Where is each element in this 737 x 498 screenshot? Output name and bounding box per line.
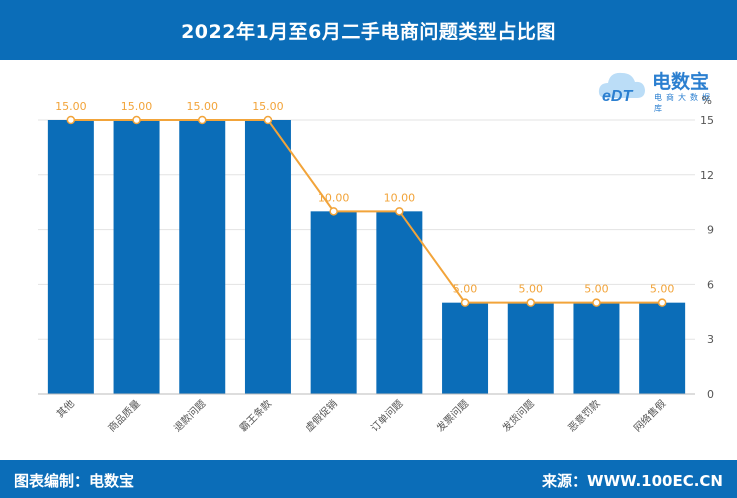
data-label: 5.00 bbox=[584, 283, 609, 296]
category-label: 虚假促销 bbox=[302, 397, 339, 434]
category-label: 发货问题 bbox=[499, 397, 536, 434]
cloud-logo-icon: eDT bbox=[598, 72, 645, 105]
trend-line bbox=[70, 119, 663, 304]
y-tick-label: 12 bbox=[700, 169, 714, 182]
bar bbox=[376, 211, 423, 394]
category-label: 霸王条款 bbox=[237, 397, 274, 434]
data-label: 15.00 bbox=[252, 100, 284, 113]
data-label: 15.00 bbox=[121, 100, 153, 113]
category-label: 订单问题 bbox=[368, 397, 405, 434]
category-label: 恶意罚款 bbox=[565, 397, 602, 434]
data-label: 15.00 bbox=[55, 100, 87, 113]
category-label: 发票问题 bbox=[434, 397, 471, 434]
line-point bbox=[66, 115, 76, 125]
y-tick-label: 15 bbox=[700, 114, 714, 127]
data-label: 10.00 bbox=[384, 191, 416, 204]
logo-tagline: 电商大数据库 bbox=[654, 93, 714, 113]
bar bbox=[310, 211, 357, 394]
line-point bbox=[263, 115, 273, 125]
line-point bbox=[460, 298, 470, 307]
line-point bbox=[526, 298, 535, 307]
bar bbox=[639, 302, 686, 394]
bar bbox=[573, 302, 620, 394]
logo-name: 电数宝 bbox=[652, 71, 710, 93]
chart-title: 2022年1月至6月二手电商问题类型占比图 bbox=[0, 0, 737, 60]
line-point bbox=[395, 207, 404, 216]
bar bbox=[179, 120, 226, 394]
bar bbox=[507, 302, 554, 394]
bar bbox=[47, 120, 94, 394]
category-label: 商品质量 bbox=[105, 397, 142, 434]
y-tick-label: 3 bbox=[707, 333, 714, 346]
bar bbox=[244, 120, 291, 394]
bar bbox=[442, 302, 489, 394]
logo: eDT 电数宝 电商大数据库 bbox=[596, 64, 716, 113]
y-tick-label: 0 bbox=[707, 388, 714, 401]
line-point bbox=[592, 298, 601, 307]
line-point bbox=[329, 207, 338, 216]
data-label: 10.00 bbox=[318, 191, 350, 204]
y-tick-label: 9 bbox=[707, 224, 714, 237]
bar bbox=[113, 120, 160, 394]
y-tick-label: 6 bbox=[707, 278, 714, 291]
data-label: 15.00 bbox=[187, 100, 219, 113]
footer-credit: 图表编制：电数宝 bbox=[14, 472, 135, 490]
bar-chart: 15.00 15.00 15.00 15.00 10.00 10.00 5.00 5.00 5.… bbox=[38, 94, 714, 434]
category-label: 网络售假 bbox=[631, 397, 668, 434]
line-point bbox=[657, 298, 667, 307]
y-axis-unit: % bbox=[702, 94, 712, 107]
data-label: 5.00 bbox=[650, 283, 675, 296]
category-label: 退款问题 bbox=[171, 397, 208, 434]
data-label: 5.00 bbox=[519, 283, 544, 296]
footer-source: 来源：WWW.100EC.CN bbox=[542, 472, 723, 490]
data-label: 5.00 bbox=[453, 283, 478, 296]
category-label: 其他 bbox=[54, 397, 77, 420]
line-point bbox=[132, 115, 141, 125]
line-point bbox=[198, 115, 207, 125]
footer: 图表编制：电数宝 来源：WWW.100EC.CN bbox=[0, 460, 737, 498]
logo-mark: eDT bbox=[602, 88, 633, 105]
